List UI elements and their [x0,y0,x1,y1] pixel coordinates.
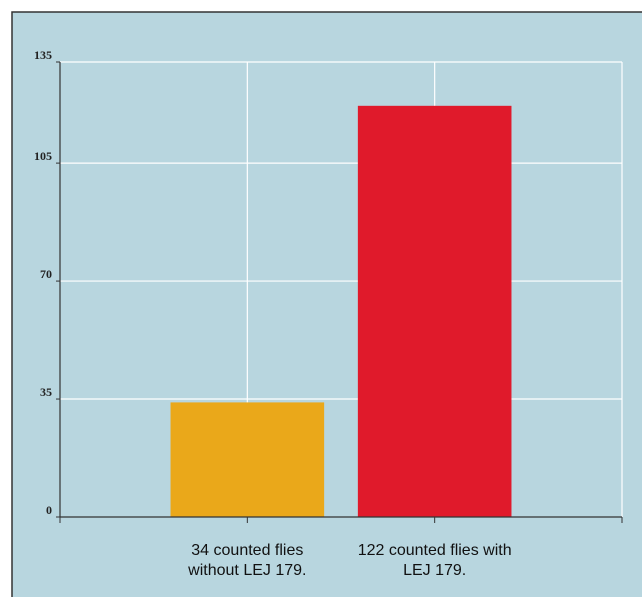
bar [170,402,325,517]
y-tick-label: 70 [40,267,52,281]
x-tick-label: 122 counted flies with LEJ 179. [357,542,512,579]
x-tick-label: 34 counted flies without LEJ 179. [188,542,307,579]
bar [357,105,512,517]
background [11,11,642,597]
y-tick-label: 0 [46,503,52,517]
y-tick-label: 135 [34,48,52,62]
y-tick-label: 35 [40,385,52,399]
y-tick-label: 105 [34,149,52,163]
